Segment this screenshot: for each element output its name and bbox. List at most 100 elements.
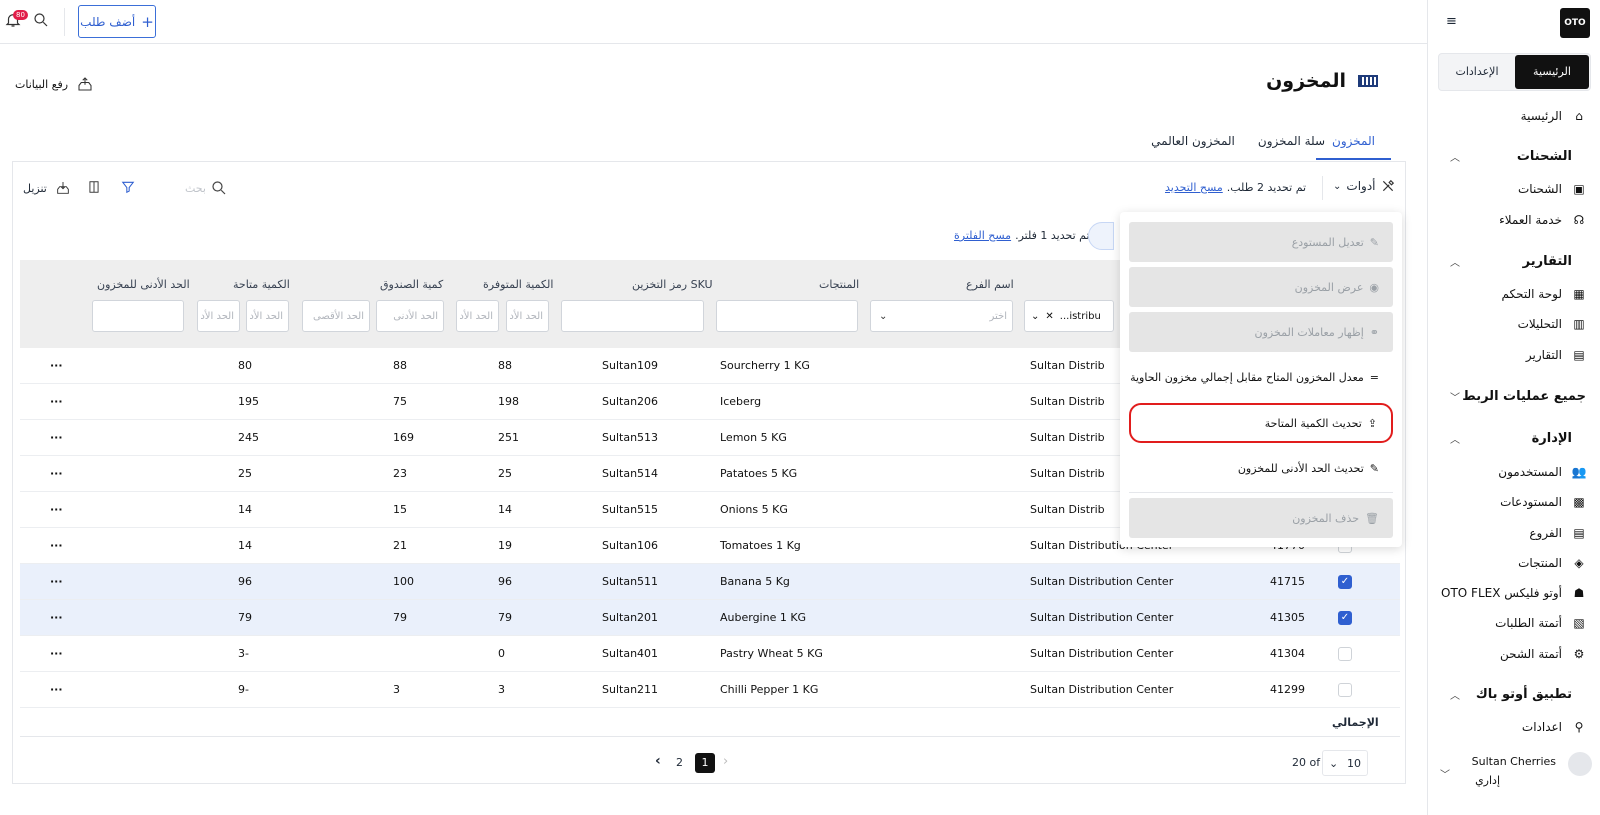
menu-update-min-stock[interactable]: تحديث الحد الأدنى للمخزون ✎ [1129,448,1393,488]
chevron-up-icon[interactable]: ︿ [1450,258,1460,269]
search-settings-icon: ⚲ [1574,720,1584,734]
filter-icon[interactable] [121,180,135,197]
menu-view-inventory-label: عرض المخزون [1294,280,1364,294]
tab-inventory-basket[interactable]: سلة المخزون [1254,124,1329,160]
sidebar-item-branches[interactable]: ▤ الفروع [1529,524,1588,542]
placeholder: الحد الأد [459,310,493,322]
sidebar-item-warehouses[interactable]: ▩ المستودعات [1500,493,1588,511]
table-row[interactable]: Sultan Distrib Patatoes 5 KG Sultan514 25 23… [20,456,1400,492]
menu-toggle-icon[interactable]: ≡ [1446,14,1457,29]
table-row[interactable]: ✓ 41715 Sultan Distribution Center Banana 5… [20,564,1400,600]
download-button[interactable]: تنزيل [23,180,71,196]
menu-edit-warehouse[interactable]: تعديل المستودع ✎ [1129,222,1393,262]
row-checkbox[interactable]: ✓ [1338,611,1352,625]
sidebar-item-otoback-settings[interactable]: ⚲ اعدادات [1522,718,1588,736]
more-actions-icon[interactable]: ··· [50,539,63,552]
min-stock-filter-input[interactable] [92,300,184,332]
row-product: Sourcherry 1 KG [720,359,810,372]
sidebar-section-reports[interactable]: التقارير [1522,254,1572,269]
clear-filter-link[interactable]: مسح الفلترة [954,229,1012,242]
page-1-button[interactable]: 1 [695,753,715,773]
available-min-input[interactable]: الحد الأد [456,300,499,332]
sidebar-item-analytics[interactable]: ▥ التحليلات [1518,315,1588,333]
chevron-up-icon[interactable]: ︿ [1450,435,1460,446]
branch-filter-select[interactable]: ⌄ اختر [870,300,1013,332]
sku-filter-input[interactable] [561,300,704,332]
tools-dropdown[interactable]: ⌄ أدوات [1333,179,1395,193]
products-icon: ◈ [1574,556,1584,570]
sidebar-tab-home[interactable]: الرئيسية [1515,55,1589,89]
filter-chip[interactable] [1088,222,1114,250]
page-header: المخزون [1266,70,1378,92]
chevron-down-icon[interactable]: ﹀ [1450,393,1460,404]
sidebar-tab-settings[interactable]: الإعدادات [1440,55,1514,89]
menu-update-available-qty[interactable]: تحديث الكمية المتاحة ⇪ [1129,403,1393,443]
user-avatar[interactable] [1568,752,1592,776]
more-actions-icon[interactable]: ··· [50,467,63,480]
sidebar-item-reports[interactable]: ▤ التقارير [1526,346,1588,364]
more-actions-icon[interactable]: ··· [50,575,63,588]
table-row[interactable]: 41304 Sultan Distribution Center Pastry Wh… [20,636,1400,672]
more-actions-icon[interactable]: ··· [50,611,63,624]
next-page-icon[interactable]: › [723,754,729,769]
close-icon[interactable]: ✕ [1045,310,1054,322]
add-order-button[interactable]: أضف طلب + [78,5,156,38]
more-actions-icon[interactable]: ··· [50,647,63,660]
clear-selection-link[interactable]: مسح التحديد [1165,181,1223,194]
box-max-input[interactable]: الحد الأقصى [302,300,370,332]
menu-view-inventory[interactable]: عرض المخزون ◉ [1129,267,1393,307]
more-actions-icon[interactable]: ··· [50,431,63,444]
sidebar-section-shipments[interactable]: الشحنات [1516,149,1572,164]
more-actions-icon[interactable]: ··· [50,359,63,372]
table-row[interactable]: ✓ 41305 Sultan Distribution Center Aubergin… [20,600,1400,636]
warehouse-icon: ▩ [1573,495,1585,509]
available-max-input[interactable]: الحد الأد [506,300,549,332]
search-icon[interactable] [32,11,50,32]
sidebar-section-integrations[interactable]: جميع عمليات الربط [1462,389,1586,404]
chevron-up-icon[interactable]: ︿ [1450,153,1460,164]
row-checkbox[interactable]: ✓ [1338,575,1352,589]
sidebar-item-order-automation[interactable]: ▧ أتمتة الطلبات [1495,614,1588,632]
row-product: Tomatoes 1 Kg [720,539,801,552]
prev-page-icon[interactable]: ‹ [655,753,661,769]
sidebar-item-dashboard[interactable]: ▦ لوحة التحكم [1502,285,1589,303]
chevron-up-icon[interactable]: ︿ [1450,691,1460,702]
search-input[interactable]: بحث [185,181,206,195]
row-checkbox[interactable] [1338,683,1352,697]
table-row[interactable]: 41299 Sultan Distribution Center Chilli Pe… [20,672,1400,708]
sidebar-item-products[interactable]: ◈ المنتجات [1518,554,1588,572]
col-sku: رمز التخزين SKU [632,278,713,291]
tab-inventory[interactable]: المخزون [1316,124,1391,160]
sidebar-item-customer-service[interactable]: ☊ خدمة العملاء [1499,211,1588,229]
more-actions-icon[interactable]: ··· [50,395,63,408]
row-sellable: 245 [238,431,259,444]
search-box[interactable]: بحث [185,176,235,200]
sidebar-item-oto-flex[interactable]: ☗ أوتو فليكس OTO FLEX [1441,584,1588,602]
menu-show-transactions[interactable]: إظهار معاملات المخزون ⚭ [1129,312,1393,352]
sidebar-section-otoback[interactable]: تطبيق أوتو باك [1475,687,1572,702]
sidebar-item-shipping-automation[interactable]: ⚙ أتمتة الشحن [1500,645,1588,663]
sellable-max-input[interactable]: الحد الأد [197,300,240,332]
sidebar-item-shipments[interactable]: ▣ الشحنات [1518,180,1588,198]
page-size-select[interactable]: ⌄ 10 [1322,750,1368,776]
tab-global-inventory[interactable]: المخزون العالمي [1146,124,1240,160]
chevron-down-icon[interactable]: ﹀ [1440,770,1450,781]
upload-data-button[interactable]: رفع البيانات [15,75,94,93]
sellable-min-input[interactable]: الحد الأد [246,300,289,332]
products-filter-input[interactable] [716,300,858,332]
notification-bell[interactable]: 80 [4,10,28,33]
more-actions-icon[interactable]: ··· [50,683,63,696]
more-actions-icon[interactable]: ··· [50,503,63,516]
menu-delete-inventory[interactable]: حذف المخزون 🗑 [1129,498,1393,538]
sidebar-item-users[interactable]: 👥 المستخدمون [1498,463,1588,481]
sidebar-item-home[interactable]: ⌂ الرئيسية [1521,107,1588,125]
sidebar-item-label: اعدادات [1521,720,1562,734]
row-sku: Sultan513 [602,431,659,444]
warehouse-filter[interactable]: ⌄ ✕ ...istribu [1024,300,1114,332]
box-min-input[interactable]: الحد الأدنى [376,300,444,332]
menu-available-rate[interactable]: معدل المخزون المتاح مقابل إجمالي مخزون ا… [1129,357,1393,397]
columns-icon[interactable] [87,180,101,197]
row-checkbox[interactable] [1338,647,1352,661]
page-2-button[interactable]: 2 [676,756,683,769]
sidebar-section-admin[interactable]: الإدارة [1531,431,1572,446]
